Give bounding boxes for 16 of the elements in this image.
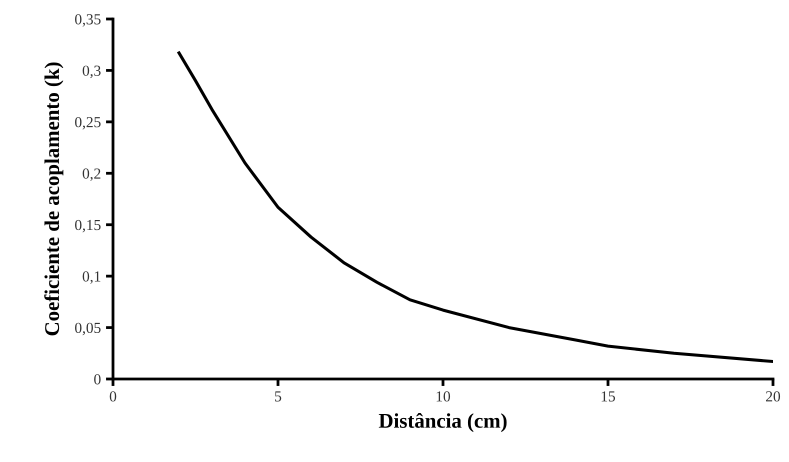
y-axis-title: Coeficiente de acoplamento (k) (44, 62, 64, 336)
y-tick-label: 0,15 (75, 220, 101, 232)
y-tick-label: 0,35 (75, 14, 101, 27)
y-tick-label: 0,3 (82, 66, 101, 78)
y-tick-label: 0,1 (82, 271, 100, 284)
y-tick-label: 0 (94, 374, 101, 384)
x-tick-label: 5 (275, 391, 282, 402)
line-series (177, 51, 773, 364)
x-tick-label: 15 (602, 391, 616, 402)
x-tick-label: 0 (110, 391, 116, 402)
x-axis-title: Distância (cm) (378, 412, 507, 432)
y-tick-label: 0,05 (75, 322, 101, 336)
x-tick-label: 20 (766, 391, 780, 402)
y-tick-label: 0,2 (82, 168, 100, 181)
x-tick-label: 10 (436, 391, 450, 402)
y-tick-label: 0,25 (75, 117, 101, 130)
